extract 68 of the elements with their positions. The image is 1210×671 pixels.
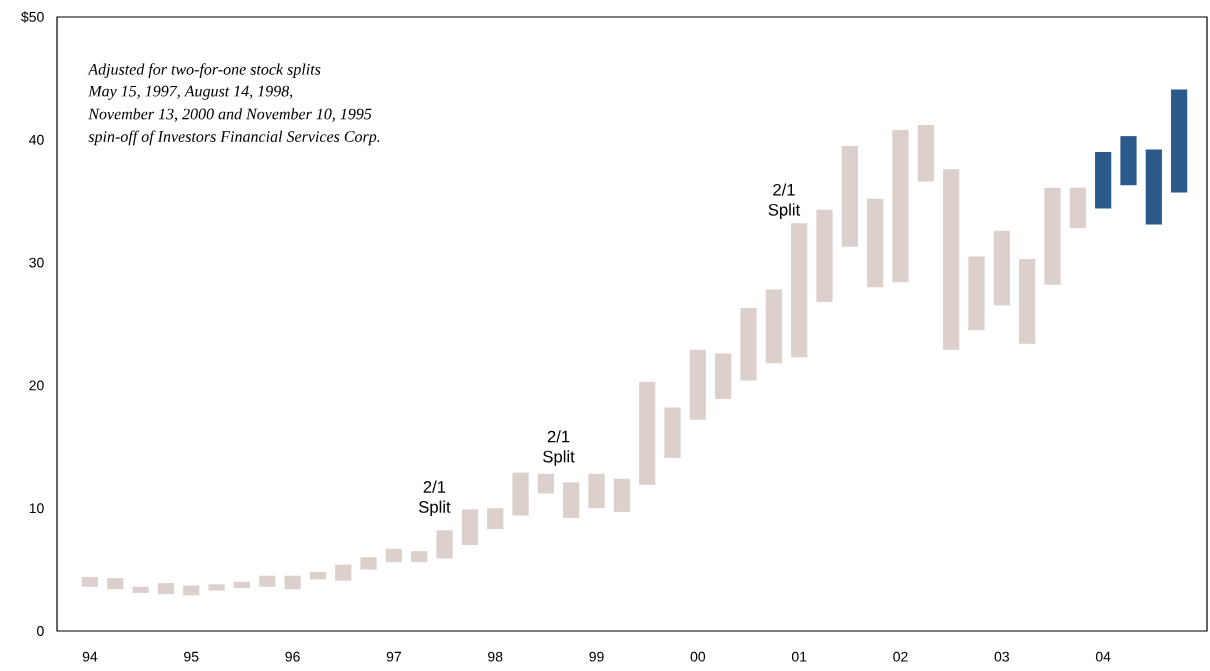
bar [1171, 89, 1188, 193]
y-tick-label: 40 [29, 134, 44, 145]
bar [208, 584, 225, 591]
y-tick-label: 10 [29, 503, 44, 514]
bar [360, 557, 377, 570]
bar [487, 508, 504, 530]
bar [765, 289, 782, 364]
bar [993, 230, 1010, 306]
annotation: 2/1 Split [543, 430, 575, 466]
bar [664, 407, 681, 458]
bar [1120, 136, 1137, 186]
bar [411, 551, 428, 563]
x-tick-label: 99 [589, 651, 604, 662]
bar [613, 478, 630, 512]
bar [689, 349, 706, 420]
bar [791, 223, 808, 358]
bar [284, 575, 301, 590]
bar [968, 256, 985, 331]
annotation: 2/1 Split [418, 480, 451, 517]
bar [436, 530, 453, 559]
bar [1044, 187, 1061, 285]
x-tick-label: 04 [1095, 651, 1111, 662]
x-tick-label: 95 [184, 651, 199, 662]
bar [183, 585, 200, 596]
bar [259, 575, 276, 587]
bar [943, 169, 960, 350]
annotation: May 15, 1997, August 14, 1998, [88, 85, 293, 100]
bar [892, 129, 909, 283]
bar [385, 548, 403, 563]
y-tick-label: 20 [29, 380, 44, 391]
bar [639, 381, 656, 485]
x-tick-label: 94 [82, 651, 98, 662]
annotation: November 13, 2000 and November 10, 1995 [88, 108, 372, 122]
bar [81, 576, 99, 587]
y-tick-label: 30 [29, 257, 44, 268]
annotation: spin-off of Investors Financial Services Corp. [88, 130, 380, 146]
bar [867, 198, 884, 288]
bar [233, 581, 251, 589]
x-tick-label: 98 [488, 651, 503, 662]
x-tick-label: 97 [386, 651, 401, 662]
annotation: Adjusted for two-for-one stock splits [87, 63, 321, 78]
x-tick-label: 03 [994, 651, 1009, 662]
bar [309, 572, 327, 580]
bar [917, 125, 934, 182]
bar [715, 353, 732, 399]
bar [107, 578, 124, 590]
x-tick-label: 96 [285, 651, 300, 662]
bar [740, 308, 757, 381]
annotation: 2/1 Split [768, 183, 801, 219]
bar [588, 473, 605, 509]
bar [816, 209, 833, 302]
bar [537, 473, 554, 494]
bar [512, 472, 529, 516]
bar [563, 482, 580, 519]
bar [1069, 187, 1086, 229]
y-tick-label: $50 [21, 11, 44, 23]
y-tick-label: 0 [37, 626, 44, 636]
bar [461, 509, 478, 546]
bar [132, 586, 149, 593]
x-tick-label: 01 [791, 651, 807, 662]
bar [1019, 258, 1036, 344]
bar [335, 564, 352, 581]
bar [157, 583, 175, 595]
x-tick-label: 02 [893, 651, 908, 662]
bar [1145, 149, 1162, 225]
bar [841, 145, 858, 247]
bar [1095, 152, 1112, 209]
x-tick-label: 00 [690, 651, 706, 662]
